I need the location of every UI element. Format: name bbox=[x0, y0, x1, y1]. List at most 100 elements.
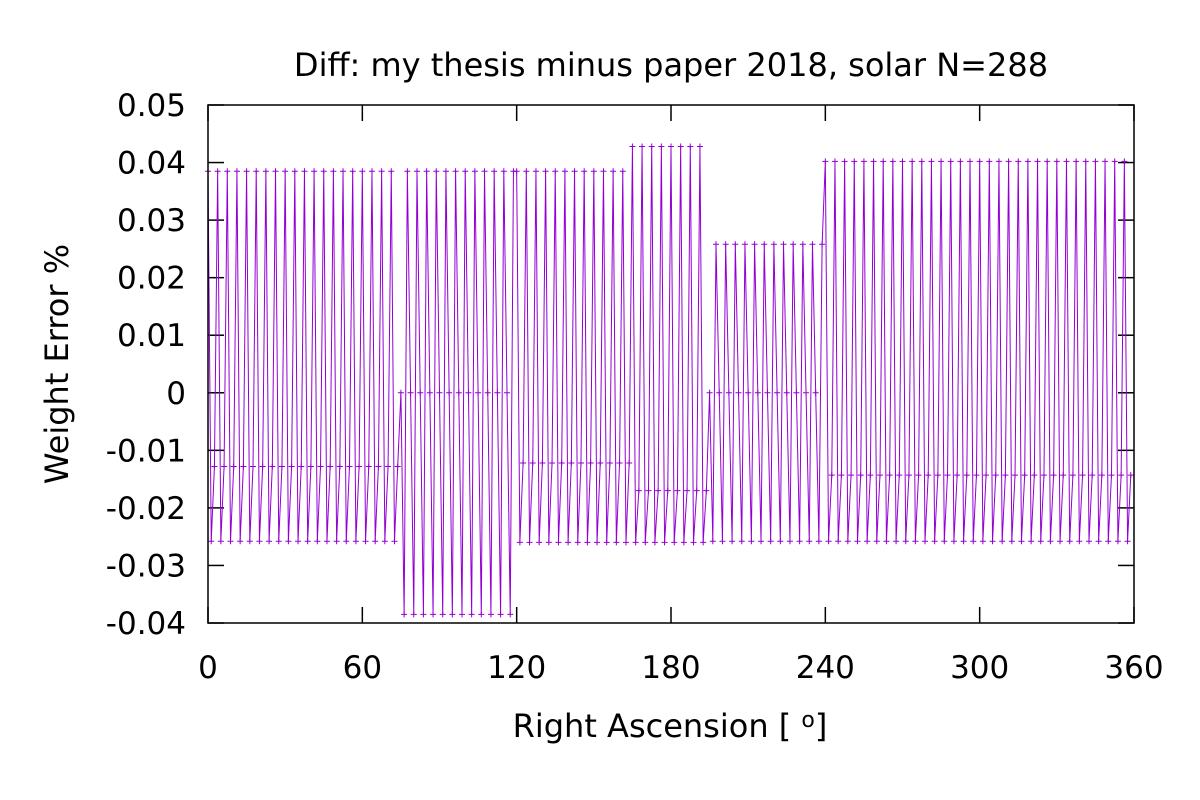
data-point bbox=[876, 472, 883, 479]
data-point bbox=[381, 538, 388, 545]
data-point bbox=[259, 463, 266, 470]
data-point bbox=[796, 538, 803, 545]
data-point bbox=[230, 463, 237, 470]
data-point bbox=[1047, 538, 1054, 545]
data-point bbox=[822, 158, 829, 165]
data-point bbox=[333, 538, 340, 545]
data-point bbox=[703, 487, 710, 494]
data-point bbox=[275, 538, 282, 545]
series-line bbox=[207, 146, 1132, 615]
data-point bbox=[356, 463, 363, 470]
data-point bbox=[327, 463, 334, 470]
data-point bbox=[809, 241, 816, 248]
data-point bbox=[208, 538, 215, 545]
data-point bbox=[314, 538, 321, 545]
x-axis-label-degree: o bbox=[801, 708, 814, 733]
data-point bbox=[902, 538, 909, 545]
data-point bbox=[1069, 472, 1076, 479]
data-point bbox=[995, 158, 1002, 165]
data-point bbox=[568, 460, 575, 466]
data-point bbox=[430, 611, 437, 618]
data-point bbox=[799, 241, 806, 248]
data-point bbox=[950, 538, 957, 545]
data-point bbox=[272, 168, 279, 175]
data-point bbox=[233, 168, 240, 175]
data-point bbox=[587, 460, 594, 466]
data-point bbox=[1114, 538, 1121, 545]
data-point bbox=[574, 539, 581, 546]
data-point bbox=[828, 472, 835, 479]
data-point bbox=[909, 158, 916, 165]
data-point bbox=[967, 158, 974, 165]
data-point bbox=[1034, 158, 1041, 165]
data-point bbox=[285, 538, 292, 545]
data-point bbox=[375, 463, 382, 470]
data-point bbox=[668, 143, 674, 150]
data-point bbox=[288, 463, 295, 470]
data-point bbox=[426, 389, 433, 396]
data-point bbox=[529, 460, 536, 466]
data-point bbox=[423, 168, 430, 175]
data-point bbox=[835, 538, 842, 545]
data-point bbox=[539, 460, 546, 466]
data-point bbox=[918, 158, 925, 165]
data-point bbox=[860, 158, 867, 165]
data-point bbox=[803, 389, 810, 396]
data-point bbox=[584, 539, 591, 546]
data-point bbox=[786, 538, 793, 545]
data-point bbox=[790, 241, 797, 248]
data-point bbox=[738, 538, 745, 545]
y-tick-label: -0.02 bbox=[106, 491, 186, 527]
data-point bbox=[449, 611, 456, 618]
data-point bbox=[758, 538, 765, 545]
data-point bbox=[523, 168, 530, 175]
data-point bbox=[243, 168, 250, 175]
data-point bbox=[732, 241, 739, 248]
data-point bbox=[741, 241, 748, 248]
data-point bbox=[844, 538, 851, 545]
data-point bbox=[237, 538, 244, 545]
data-point bbox=[680, 539, 687, 546]
data-point bbox=[963, 472, 970, 479]
data-point bbox=[1063, 158, 1070, 165]
data-point bbox=[352, 538, 359, 545]
data-point bbox=[893, 538, 900, 545]
y-tick-label: 0.01 bbox=[117, 318, 186, 354]
data-point bbox=[889, 158, 896, 165]
data-point bbox=[954, 472, 961, 479]
data-point bbox=[417, 389, 424, 396]
data-point bbox=[709, 538, 716, 545]
data-point bbox=[999, 538, 1006, 545]
data-point bbox=[777, 538, 784, 545]
data-point bbox=[989, 538, 996, 545]
data-point bbox=[938, 158, 945, 165]
data-point bbox=[317, 463, 324, 470]
data-point bbox=[793, 389, 800, 396]
data-point bbox=[330, 168, 337, 175]
data-point bbox=[886, 472, 893, 479]
data-point bbox=[632, 539, 639, 546]
data-point bbox=[635, 487, 642, 494]
data-point bbox=[719, 538, 726, 545]
data-point bbox=[388, 168, 395, 175]
data-point bbox=[413, 168, 420, 175]
data-point bbox=[246, 538, 253, 545]
data-point bbox=[378, 168, 385, 175]
data-point bbox=[783, 389, 790, 396]
data-point bbox=[983, 472, 990, 479]
data-point bbox=[1092, 158, 1099, 165]
data-point bbox=[1066, 538, 1073, 545]
data-point bbox=[362, 538, 369, 545]
data-point bbox=[571, 168, 578, 175]
data-point bbox=[944, 472, 951, 479]
data-point bbox=[693, 487, 700, 494]
data-point bbox=[304, 538, 311, 545]
data-point bbox=[831, 158, 838, 165]
data-point bbox=[269, 463, 276, 470]
data-point bbox=[1031, 472, 1038, 479]
data-point bbox=[745, 389, 752, 396]
data-point bbox=[922, 538, 929, 545]
data-point bbox=[941, 538, 948, 545]
data-point bbox=[992, 472, 999, 479]
